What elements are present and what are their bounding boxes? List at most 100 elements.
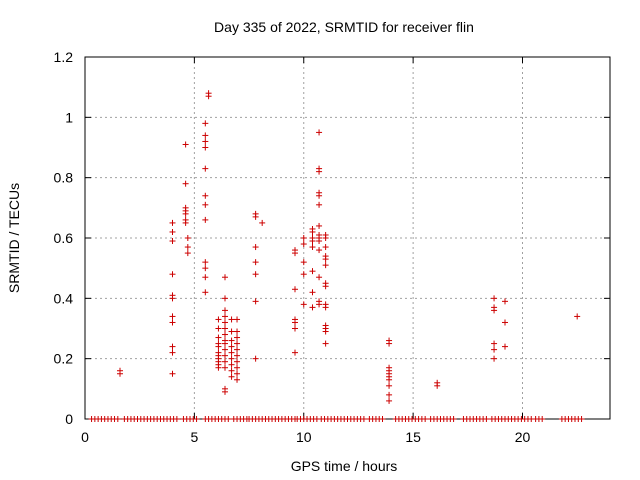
data-point <box>215 325 222 332</box>
data-point <box>309 268 316 275</box>
data-point <box>114 416 121 422</box>
data-point <box>202 201 209 208</box>
data-point <box>322 340 329 347</box>
data-point <box>182 141 189 148</box>
data-point <box>222 307 228 314</box>
data-point <box>300 241 307 248</box>
axes: 0 0.2 0.4 0.6 0.8 1 1.2 0 5 10 15 20 <box>54 49 611 445</box>
data-point <box>386 364 393 371</box>
data-point <box>169 238 176 245</box>
data-point <box>483 416 490 422</box>
data-point <box>182 180 189 187</box>
data-point <box>234 334 241 341</box>
data-point <box>322 280 329 287</box>
data-point <box>202 144 209 151</box>
data-point <box>379 416 386 422</box>
data-point <box>202 216 209 223</box>
data-point <box>234 346 241 353</box>
data-point <box>117 367 123 374</box>
data-point <box>228 361 235 368</box>
data-point <box>225 416 232 422</box>
data-point <box>228 349 235 356</box>
data-point <box>322 262 329 269</box>
data-point <box>300 235 307 241</box>
data-point <box>322 301 329 308</box>
data-point <box>491 295 498 302</box>
data-point <box>228 316 235 323</box>
data-point <box>202 132 209 139</box>
data-point <box>222 352 228 359</box>
x-tick-label: 15 <box>405 429 421 445</box>
data-point <box>215 364 222 371</box>
data-point <box>491 304 498 311</box>
data-point <box>222 319 228 326</box>
data-point <box>205 90 212 97</box>
data-point <box>202 265 209 272</box>
data-point <box>222 364 228 371</box>
data-point <box>300 259 307 266</box>
data-point <box>316 222 323 229</box>
data-point <box>292 325 298 332</box>
data-point <box>252 210 259 217</box>
data-point <box>502 319 508 326</box>
data-point <box>184 235 191 241</box>
data-point <box>169 370 176 377</box>
data-point <box>169 319 176 326</box>
data-point <box>292 286 298 293</box>
data-point <box>316 189 323 196</box>
data-point <box>491 355 498 362</box>
data-point <box>252 259 259 266</box>
y-tick-label: 0.4 <box>54 290 74 306</box>
data-point <box>234 376 241 383</box>
data-point <box>574 313 581 320</box>
data-point <box>252 271 259 278</box>
data-point <box>228 355 235 362</box>
data-point <box>234 370 241 377</box>
data-point <box>234 352 241 359</box>
data-point <box>228 343 235 350</box>
data-point <box>386 337 393 344</box>
data-point <box>234 358 241 365</box>
data-point <box>222 325 228 332</box>
data-point <box>202 138 209 145</box>
data-point <box>202 120 209 127</box>
data-point <box>386 382 393 389</box>
data-point <box>182 204 189 211</box>
data-point <box>222 346 228 353</box>
data-point <box>202 192 209 199</box>
data-point <box>309 289 316 296</box>
data-point <box>322 322 329 329</box>
data-point <box>234 316 241 323</box>
data-point <box>222 331 228 338</box>
grid-lines <box>85 57 610 419</box>
data-point <box>215 316 222 323</box>
chart-title: Day 335 of 2022, SRMTID for receiver fli… <box>214 19 474 35</box>
data-point <box>222 388 228 395</box>
x-tick-label: 0 <box>81 429 89 445</box>
data-point <box>202 274 209 281</box>
data-point <box>222 274 228 281</box>
data-point <box>309 235 316 241</box>
chart-text: Day 335 of 2022, SRMTID for receiver fli… <box>6 19 474 474</box>
y-tick-label: 0 <box>65 411 73 427</box>
data-point <box>228 337 235 344</box>
data-point <box>169 271 176 278</box>
data-point <box>169 343 176 350</box>
data-point <box>491 340 498 347</box>
data-point <box>222 313 228 320</box>
data-points <box>88 90 585 422</box>
data-point <box>169 219 176 226</box>
data-point <box>252 298 259 305</box>
data-point <box>222 358 228 365</box>
data-point <box>193 416 200 422</box>
data-point <box>309 225 316 232</box>
data-point <box>322 253 329 260</box>
data-point <box>169 313 176 320</box>
data-point <box>222 295 228 302</box>
data-point <box>316 129 323 136</box>
data-point <box>300 271 307 278</box>
data-point <box>228 328 235 335</box>
data-point <box>234 340 241 347</box>
